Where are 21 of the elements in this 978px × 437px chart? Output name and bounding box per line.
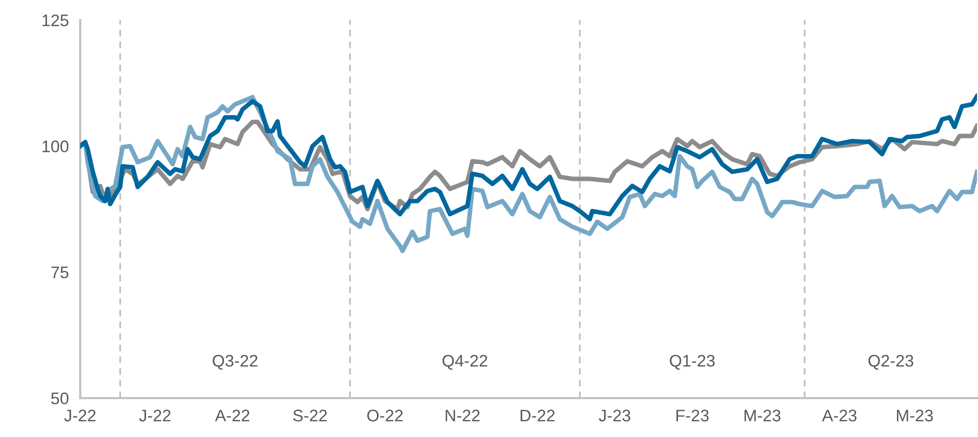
x-tick-label: A-22 <box>215 410 250 422</box>
y-tick-label: 100 <box>42 140 68 152</box>
x-tick-label: S-22 <box>293 410 327 422</box>
annotation: Q2-23 <box>868 354 914 370</box>
x-tick-label: F-23 <box>676 410 709 422</box>
x-tick-label: N-22 <box>446 410 480 422</box>
x-tick-label: J-22 <box>139 410 171 422</box>
y-tick-label: 50 <box>51 392 68 404</box>
y-tick-label: 125 <box>42 14 68 26</box>
annotation: Q1-23 <box>670 354 715 370</box>
x-tick-label: M-23 <box>896 410 933 422</box>
x-tick-label: D-22 <box>520 410 555 422</box>
line-series <box>80 94 978 222</box>
annotation: Q4-22 <box>442 354 488 370</box>
x-tick-label: A-23 <box>822 410 856 422</box>
x-tick-label: J-23 <box>598 410 630 422</box>
annotation: Q3-22 <box>212 354 258 370</box>
y-tick-label: 75 <box>51 266 68 278</box>
x-tick-label: O-22 <box>367 410 403 422</box>
x-tick-label: M-23 <box>744 410 780 422</box>
x-tick-label: J-22 <box>64 410 96 422</box>
